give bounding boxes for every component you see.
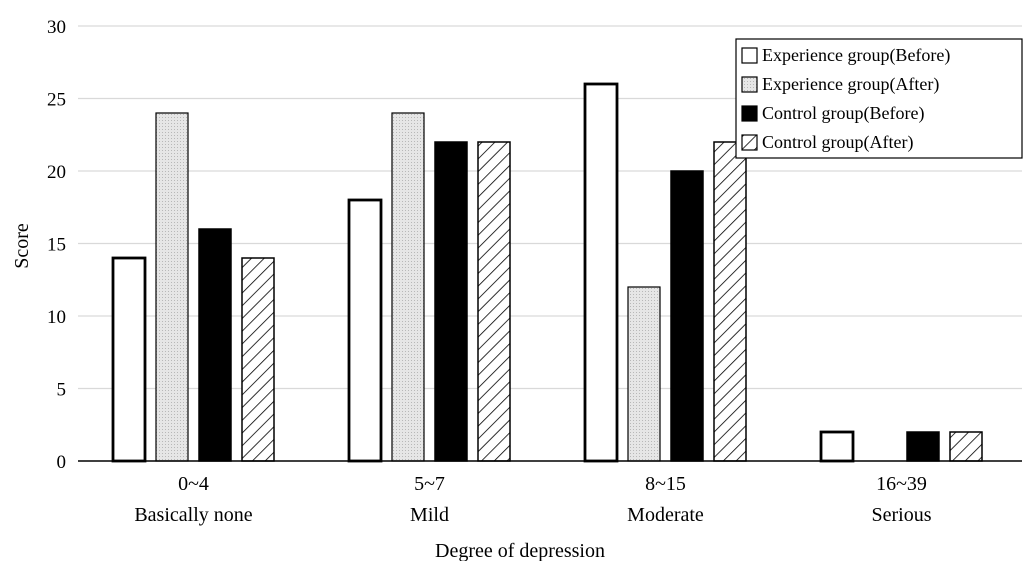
y-tick-label: 5: [57, 380, 67, 401]
legend-label: Experience group(Before): [762, 45, 950, 66]
x-tick-range: 5~7: [414, 473, 445, 495]
bar: [477, 141, 511, 462]
bar: [198, 228, 232, 462]
x-tick-range: 0~4: [178, 473, 209, 495]
y-axis-ticks: 0 5 10 15 20 25 30: [47, 17, 66, 473]
y-axis-title: Score: [11, 223, 33, 269]
legend: Experience group(Before) Experience group…: [735, 38, 1023, 159]
x-tick-label: Serious: [872, 504, 932, 526]
legend-label: Experience group(After): [762, 74, 939, 95]
y-tick-label: 15: [47, 235, 66, 256]
y-tick-label: 20: [47, 162, 66, 183]
legend-label: Control group(After): [762, 132, 913, 153]
bar: [391, 112, 425, 462]
bar: [949, 431, 983, 462]
y-tick-label: 10: [47, 307, 66, 328]
legend-swatch: [741, 47, 758, 64]
bar: [434, 141, 468, 462]
x-tick-label: Basically none: [134, 504, 252, 526]
bar: [155, 112, 189, 462]
legend-box: [735, 38, 1023, 159]
legend-swatch: [741, 134, 758, 151]
x-tick-range: 8~15: [645, 473, 686, 495]
legend-label: Control group(Before): [762, 103, 924, 124]
bar: [347, 198, 383, 463]
legend-swatch: [741, 76, 758, 93]
x-tick-range: 16~39: [876, 473, 927, 495]
x-axis-title: Degree of depression: [435, 540, 605, 561]
x-tick-label: Mild: [410, 504, 449, 526]
legend-swatch: [741, 105, 758, 122]
gridlines: [78, 25, 1022, 390]
x-tick-label: Moderate: [627, 504, 704, 526]
bar: [670, 170, 704, 462]
bar: [241, 257, 275, 462]
bar: [111, 256, 147, 463]
bar: [819, 430, 855, 463]
y-tick-label: 25: [47, 90, 66, 111]
x-axis-labels: 0~4 Basically none 5~7 Mild 8~15 Moderate 16~3…: [134, 473, 931, 526]
y-tick-label: 0: [57, 452, 67, 473]
y-tick-label: 30: [47, 17, 66, 38]
bar: [906, 431, 940, 462]
bar: [627, 286, 661, 462]
bar: [713, 141, 747, 462]
bar: [583, 82, 619, 463]
bars: [111, 82, 983, 463]
